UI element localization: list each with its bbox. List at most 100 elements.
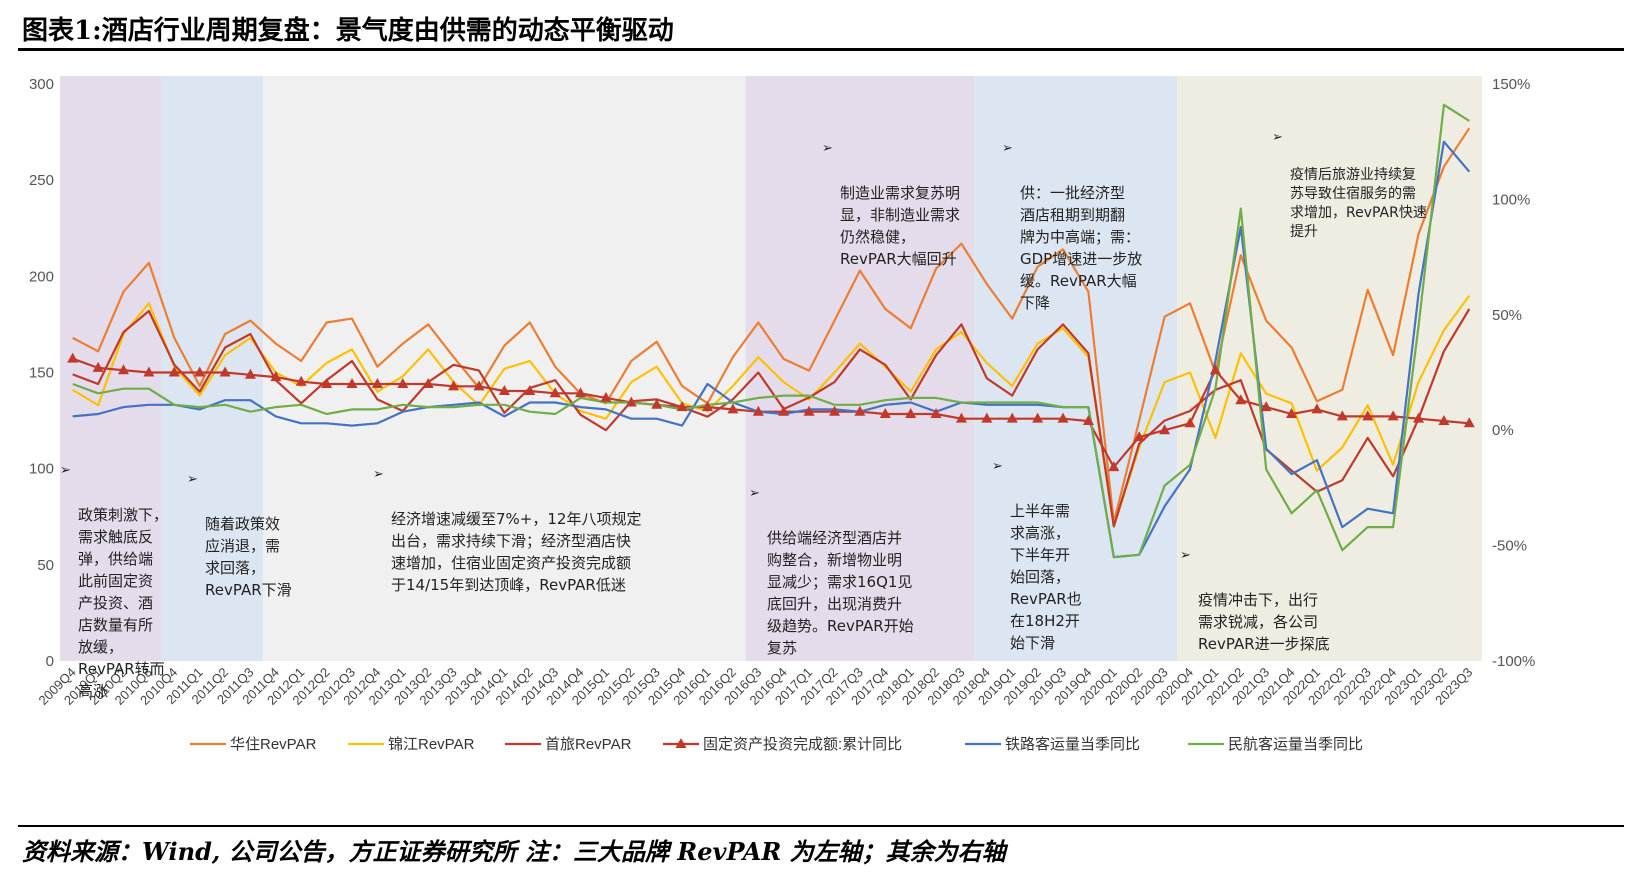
bullet-icon: ➢ [822,141,833,156]
annotation-text: 疫情后旅游业持续复 苏导致住宿服务的需 求增加，RevPAR快速 提升 [1290,167,1427,240]
legend-label-1: 锦江RevPAR [388,736,475,753]
annotation-2012-2016: ➢ 经济增速减缓至7%+，12年八项规定 出台，需求持续下滑；经济型酒店快 速增… [373,464,641,596]
annotation-2017-demand: ➢ 制造业需求复苏明 显，非制造业需求 仍然稳健， RevPAR大幅回升 [822,138,961,270]
annotation-text: 供：一批经济型 酒店租期到期翻 牌为中高端；需： GDP增速进一步放 缓。Rev… [1020,184,1143,312]
right-tick-label: 150% [1492,76,1530,93]
annotation-text: 供给端经济型酒店并 购整合，新增物业明 显减少；需求16Q1见 底回升，出现消费… [767,529,914,657]
annotation-text: 随着政策效 应消退，需 求回落， RevPAR下滑 [205,515,292,599]
annotation-2009-2010: ➢ 政策刺激下， 需求触底反 弹，供给端 此前固定资 产投资、酒 店数量有所 放… [60,460,169,702]
series-marker [473,380,485,391]
series-marker [1057,412,1069,423]
title-underline [18,48,1624,51]
bullet-icon: ➢ [1272,130,1283,145]
right-tick-label: 0% [1492,422,1514,439]
shaded-band-5 [1177,76,1482,661]
series-line-5 [72,103,1470,559]
x-axis-ticks: 2009Q42010Q12010Q22010Q32010Q42011Q12011… [35,665,1475,708]
annotation-text: 政策刺激下， 需求触底反 弹，供给端 此前固定资 产投资、酒 店数量有所 放缓，… [78,506,169,700]
series-marker [1311,403,1323,414]
series-marker [1286,408,1298,419]
source-note: 资料来源：Wind, 公司公告，方正证券研究所 注：三大品牌 RevPAR 为左… [22,837,1006,866]
series-marker [219,366,231,377]
series-lines [72,103,1471,559]
shaded-band-3 [745,76,975,661]
annotation-text: 制造业需求复苏明 显，非制造业需求 仍然稳健， RevPAR大幅回升 [840,184,961,268]
legend-label-4: 铁路客运量当季同比 [1005,736,1140,753]
series-marker [244,368,256,379]
annotation-text: 疫情冲击下，出行 需求锐减，各公司 RevPAR进一步探底 [1198,591,1330,653]
legend-label-0: 华住RevPAR [230,736,317,753]
right-tick-label: -50% [1492,538,1527,555]
annotation-2011: ➢ 随着政策效 应消退，需 求回落， RevPAR下滑 [187,469,292,601]
series-marker [117,364,129,375]
left-tick-label: 150 [29,365,54,382]
left-tick-label: 250 [29,172,54,189]
left-tick-label: 200 [29,268,54,285]
bullet-icon: ➢ [1180,548,1191,563]
series-marker [524,384,536,395]
annotation-covid: ➢ 疫情冲击下，出行 需求锐减，各公司 RevPAR进一步探底 [1180,545,1330,655]
series-marker [1387,410,1399,421]
right-tick-label: 50% [1492,307,1522,324]
legend-label-2: 首旅RevPAR [545,736,632,753]
series-marker [397,378,409,389]
annotation-text: 上半年需 求高涨， 下半年开 始回落， RevPAR也 在18H2开 始下滑 [1010,502,1082,652]
series-marker [321,378,333,389]
annotation-2019-supply: ➢ 供：一批经济型 酒店租期到期翻 牌为中高端；需： GDP增速进一步放 缓。R… [1002,138,1143,314]
series-marker [905,408,917,419]
annotation-post-covid: ➢ 疫情后旅游业持续复 苏导致住宿服务的需 求增加，RevPAR快速 提升 [1272,128,1427,242]
annotation-2018-demand: ➢ 上半年需 求高涨， 下半年开 始回落， RevPAR也 在18H2开 始下滑 [992,456,1082,654]
series-marker [1159,424,1171,435]
series-marker [1006,412,1018,423]
left-tick-label: 300 [29,76,54,93]
series-marker [651,398,663,409]
series-markers [67,352,1475,472]
series-marker [727,403,739,414]
series-marker [194,366,206,377]
legend-label-3: 固定资产投资完成额:累计同比 [703,736,902,753]
right-tick-label: -100% [1492,653,1535,670]
series-marker [1184,417,1196,428]
series-marker [1235,394,1247,405]
series-marker [575,387,587,398]
series-marker [752,405,764,416]
series-marker [498,384,510,395]
series-line-0 [72,127,1471,524]
shaded-band-4 [974,76,1178,661]
series-marker [828,405,840,416]
legend-marker [675,738,687,748]
right-tick-label: 100% [1492,191,1530,208]
series-marker [1413,412,1425,423]
series-marker [676,401,688,412]
series-marker [295,375,307,386]
series-marker [803,405,815,416]
legend-label-5: 民航客运量当季同比 [1228,736,1363,753]
series-marker [930,408,942,419]
bullet-icon: ➢ [992,459,1003,474]
series-marker [1082,414,1094,425]
left-tick-label: 100 [29,461,54,478]
series-marker [67,352,79,363]
series-marker [92,361,104,372]
chart-title: 图表1:酒店行业周期复盘：景气度由供需的动态平衡驱动 [22,16,674,46]
source-rule [18,825,1624,827]
series-marker [270,371,282,382]
annotation-2016-supply: ➢ 供给端经济型酒店并 购整合，新增物业明 显减少；需求16Q1见 底回升，出现… [749,483,914,659]
series-marker [448,380,460,391]
series-marker [1336,410,1348,421]
bullet-icon: ➢ [60,463,71,478]
series-marker [955,412,967,423]
series-marker [1209,364,1221,375]
bullet-icon: ➢ [1002,141,1013,156]
series-marker [778,405,790,416]
series-marker [854,405,866,416]
left-tick-label: 0 [46,653,54,670]
series-marker [1362,410,1374,421]
series-line-3 [72,357,1470,469]
series-marker [1463,417,1475,428]
left-tick-label: 50 [37,557,54,574]
series-marker [371,378,383,389]
series-marker [1260,401,1272,412]
series-marker [1438,414,1450,425]
